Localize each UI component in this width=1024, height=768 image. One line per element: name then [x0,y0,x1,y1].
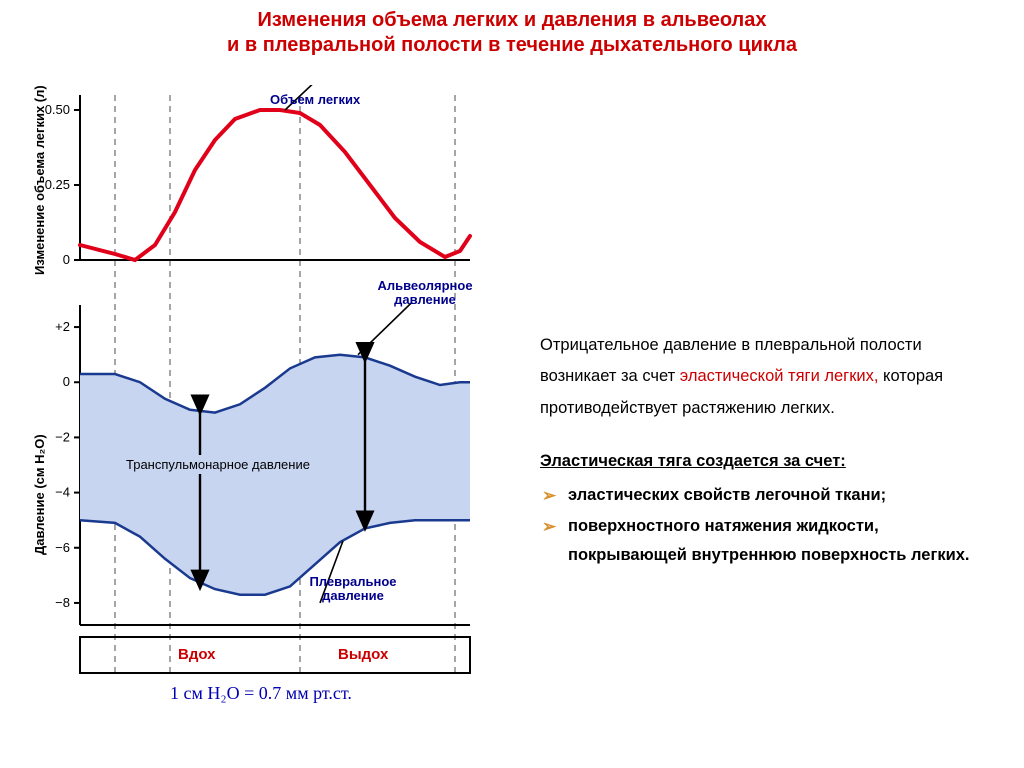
svg-text:−8: −8 [55,595,70,610]
list-heading: Эластическая тяга создается за счет: [540,446,1000,477]
bullet-item: поверхностного натяжения жидкости, покры… [540,512,1000,570]
bullet-list: эластических свойств легочной ткани;пове… [540,481,1000,570]
chart-svg: 0 0.25 0.50 +2 0 −2 −4 −6 −8 [20,85,520,725]
footnote: 1 см H₂O = 0.7 мм рт.ст. [170,683,352,704]
page-title: Изменения объема легких и давления в аль… [0,8,1024,58]
label-alveolar: Альвеолярноедавление [370,279,480,308]
label-pleural: Плевральноедавление [298,575,408,604]
title-line1: Изменения объема легких и давления в аль… [257,9,766,31]
svg-text:+2: +2 [55,319,70,334]
svg-text:0: 0 [63,374,70,389]
chart-container: 0 0.25 0.50 +2 0 −2 −4 −6 −8 Изменение объема ле… [20,85,520,725]
title-line2: и в плевральной полости в течение дыхате… [227,34,797,56]
phase-exhale: Выдох [338,646,388,663]
svg-text:0.25: 0.25 [45,177,70,192]
bullet-item: эластических свойств легочной ткани; [540,481,1000,510]
svg-text:0.50: 0.50 [45,102,70,117]
svg-text:0: 0 [63,252,70,267]
svg-text:−6: −6 [55,540,70,555]
paragraph-1: Отрицательное давление в плевральной пол… [540,330,1000,424]
yaxis-label-bottom: Давление (см H₂O) [32,434,47,555]
svg-text:−2: −2 [55,429,70,444]
svg-text:−4: −4 [55,485,70,500]
explanatory-text: Отрицательное давление в плевральной пол… [540,330,1000,572]
phase-inhale: Вдох [178,646,216,663]
label-lung-volume: Объем легких [270,93,360,107]
label-transpulmonary: Транспульмонарное давление [120,455,316,474]
yaxis-label-top: Изменение объема легких (л) [32,85,47,275]
